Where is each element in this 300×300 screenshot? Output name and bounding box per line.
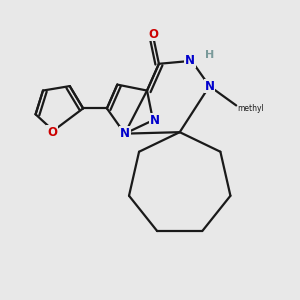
Text: H: H (205, 50, 214, 61)
Text: N: N (120, 127, 130, 140)
Text: O: O (148, 28, 158, 40)
Text: methyl: methyl (238, 104, 264, 113)
Text: O: O (47, 126, 57, 139)
Text: N: N (204, 80, 214, 93)
Text: N: N (185, 54, 195, 67)
Text: N: N (149, 114, 160, 127)
